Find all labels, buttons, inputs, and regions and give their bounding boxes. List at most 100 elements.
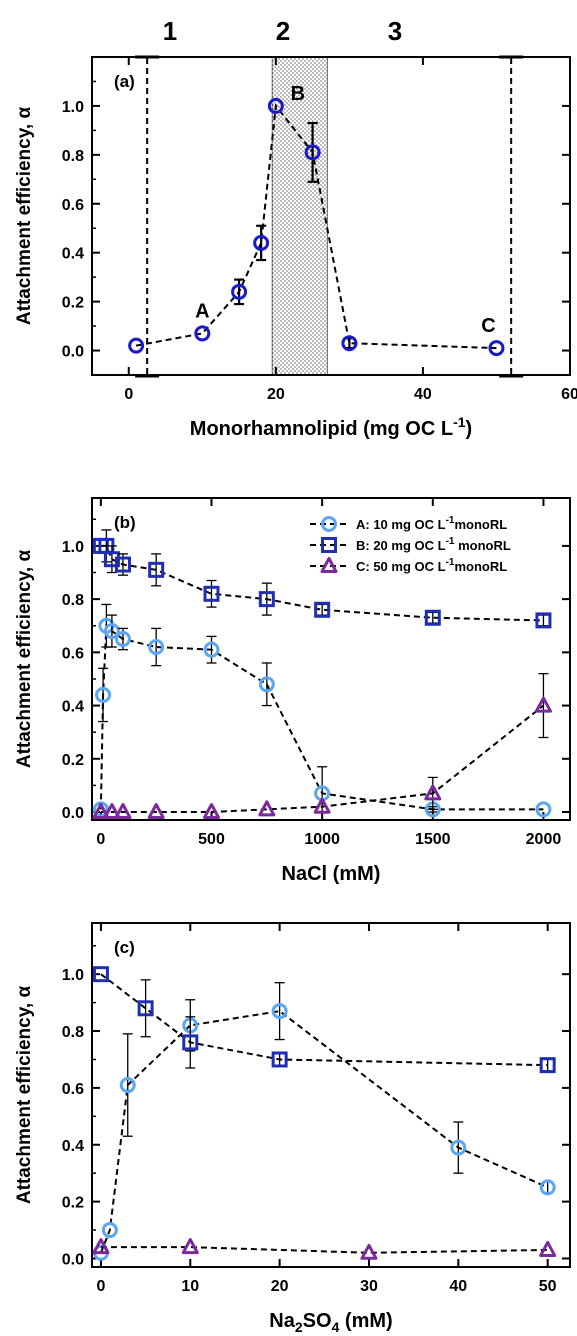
data-point xyxy=(92,1238,110,1255)
data-point xyxy=(101,1222,118,1239)
y-tick-label: 0.4 xyxy=(62,699,84,716)
y-tick-label: 0.8 xyxy=(62,592,84,609)
data-point xyxy=(450,1139,467,1156)
x-tick-label: 1500 xyxy=(415,831,451,848)
x-tick-label: 1000 xyxy=(304,831,340,848)
panel-tag: (b) xyxy=(114,513,136,532)
plot-frame xyxy=(91,922,571,1268)
data-point xyxy=(539,1057,556,1074)
data-point xyxy=(114,556,131,573)
y-tick-label: 0.8 xyxy=(62,1024,84,1041)
point-label-C: C xyxy=(481,315,495,337)
data-point xyxy=(182,1034,199,1051)
data-point xyxy=(488,340,505,357)
x-tick-label: 10 xyxy=(181,1278,199,1295)
x-axis-label: Monorhamnolipid (mg OC L-1) xyxy=(190,414,472,440)
x-tick-label: 20 xyxy=(271,1278,289,1295)
legend-marker xyxy=(320,557,338,573)
chart-panel-b: 0 500 1000 1500 2000 0.0 0.2 0.4 0.6 0.8 1.0 Attach… xyxy=(14,497,571,885)
point-label-B: B xyxy=(291,83,305,105)
x-tick-label: 0 xyxy=(96,831,105,848)
x-tick-label: 500 xyxy=(198,831,225,848)
x-tick-label: 0 xyxy=(96,1278,105,1295)
series-line xyxy=(99,623,544,811)
data-point xyxy=(539,1240,557,1257)
legend-entry: B: 20 mg OC L-1 monoRL xyxy=(356,536,511,553)
region-label-1: 1 xyxy=(163,16,177,46)
data-point xyxy=(304,144,321,161)
data-point xyxy=(114,803,132,820)
data-point xyxy=(95,686,112,703)
y-tick-label: 0.4 xyxy=(62,1138,84,1155)
data-point xyxy=(231,283,248,300)
x-tick-label: 2000 xyxy=(526,831,562,848)
y-tick-label: 0.6 xyxy=(62,197,84,214)
plot-frame xyxy=(91,497,571,821)
x-tick-label: 30 xyxy=(360,1278,378,1295)
data-point xyxy=(194,325,211,342)
data-point xyxy=(535,612,552,629)
y-tick-label: 1.0 xyxy=(62,539,84,556)
plot-frame xyxy=(91,56,571,376)
data-point xyxy=(103,623,120,640)
data-point xyxy=(539,1179,556,1196)
x-tick-label: 0 xyxy=(124,386,133,403)
y-tick-label: 0.6 xyxy=(62,645,84,662)
y-tick-label: 0.2 xyxy=(62,295,84,312)
data-point xyxy=(114,631,131,648)
y-tick-label: 0.6 xyxy=(62,1081,84,1098)
data-point xyxy=(424,609,441,626)
data-point xyxy=(424,784,442,801)
y-tick-label: 0.4 xyxy=(62,246,84,263)
region-label-2: 2 xyxy=(276,16,290,46)
x-tick-label: 40 xyxy=(449,1278,467,1295)
panel-tag: (c) xyxy=(114,938,135,957)
data-point xyxy=(128,337,145,354)
data-point xyxy=(258,800,276,817)
y-tick-label: 0.8 xyxy=(62,148,84,165)
y-tick-label: 0.0 xyxy=(62,1251,84,1268)
data-point xyxy=(103,803,121,820)
data-point xyxy=(119,1077,136,1094)
legend-entry: A: 10 mg OC L-1monoRL xyxy=(356,515,507,532)
data-point xyxy=(535,801,552,818)
chart-panel-a: 0 20 40 60 0.0 0.2 0.4 0.6 0.8 1.0 Attachment effi… xyxy=(14,16,577,440)
data-point xyxy=(534,696,552,713)
series-line xyxy=(100,1246,548,1254)
legend-entry: C: 50 mg OC L-1monoRL xyxy=(356,557,507,574)
legend-marker xyxy=(321,537,337,553)
x-tick-label: 20 xyxy=(267,386,285,403)
data-point xyxy=(313,797,331,814)
data-point xyxy=(203,585,220,602)
data-point xyxy=(258,591,275,608)
point-label-A: A xyxy=(195,300,209,322)
series-line xyxy=(135,103,497,350)
y-axis-label: Attachment efficiency, α xyxy=(14,986,35,1205)
y-axis-label: Attachment efficiency, α xyxy=(14,550,35,769)
y-tick-label: 0.0 xyxy=(62,344,84,361)
x-tick-label: 50 xyxy=(539,1278,557,1295)
chart-panel-c: 0 10 20 30 40 50 0.0 0.2 0.4 0.6 0.8 1.0 Attachment … xyxy=(14,922,571,1335)
x-axis-label: Na2SO4 (mM) xyxy=(269,1310,392,1335)
x-tick-label: 40 xyxy=(414,386,432,403)
data-point xyxy=(203,803,220,820)
panel-tag: (a) xyxy=(114,72,135,91)
region-label-3: 3 xyxy=(388,16,402,46)
x-tick-label: 60 xyxy=(561,386,577,403)
data-point xyxy=(147,803,165,820)
data-point xyxy=(271,1051,288,1068)
legend-marker xyxy=(321,516,337,532)
data-point xyxy=(203,641,220,658)
series-line xyxy=(100,1010,549,1254)
data-point xyxy=(314,601,331,618)
data-point xyxy=(148,639,165,656)
data-point xyxy=(360,1243,378,1260)
y-tick-label: 0.2 xyxy=(62,752,84,769)
y-tick-label: 0.2 xyxy=(62,1195,84,1212)
data-point xyxy=(148,561,165,578)
x-axis-label: NaCl (mM) xyxy=(282,863,381,885)
data-point xyxy=(253,234,270,251)
data-point xyxy=(341,335,358,352)
data-point xyxy=(258,676,275,693)
